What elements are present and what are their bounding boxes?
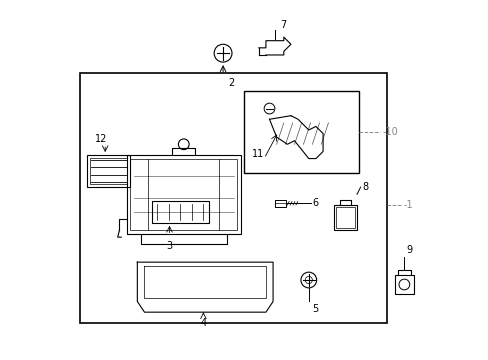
Bar: [333, 205, 356, 230]
Text: 11: 11: [251, 149, 264, 158]
Bar: [335, 207, 354, 228]
Bar: [244, 91, 358, 173]
Text: 9: 9: [406, 245, 411, 255]
Bar: [130, 158, 237, 230]
Bar: [80, 73, 386, 323]
Polygon shape: [137, 262, 272, 312]
Text: -10: -10: [381, 127, 397, 137]
Bar: [126, 155, 241, 234]
Text: 12: 12: [95, 134, 107, 144]
Text: 7: 7: [280, 20, 286, 30]
Text: 6: 6: [312, 198, 318, 208]
Bar: [394, 275, 413, 294]
Text: 5: 5: [312, 304, 318, 314]
Text: -1: -1: [403, 201, 412, 210]
Text: 8: 8: [362, 182, 368, 192]
Text: 2: 2: [228, 78, 234, 88]
Text: 4: 4: [200, 318, 206, 328]
Bar: [151, 202, 208, 223]
Bar: [274, 200, 285, 207]
Text: 3: 3: [166, 241, 172, 251]
Bar: [87, 155, 130, 187]
Bar: [90, 158, 127, 184]
